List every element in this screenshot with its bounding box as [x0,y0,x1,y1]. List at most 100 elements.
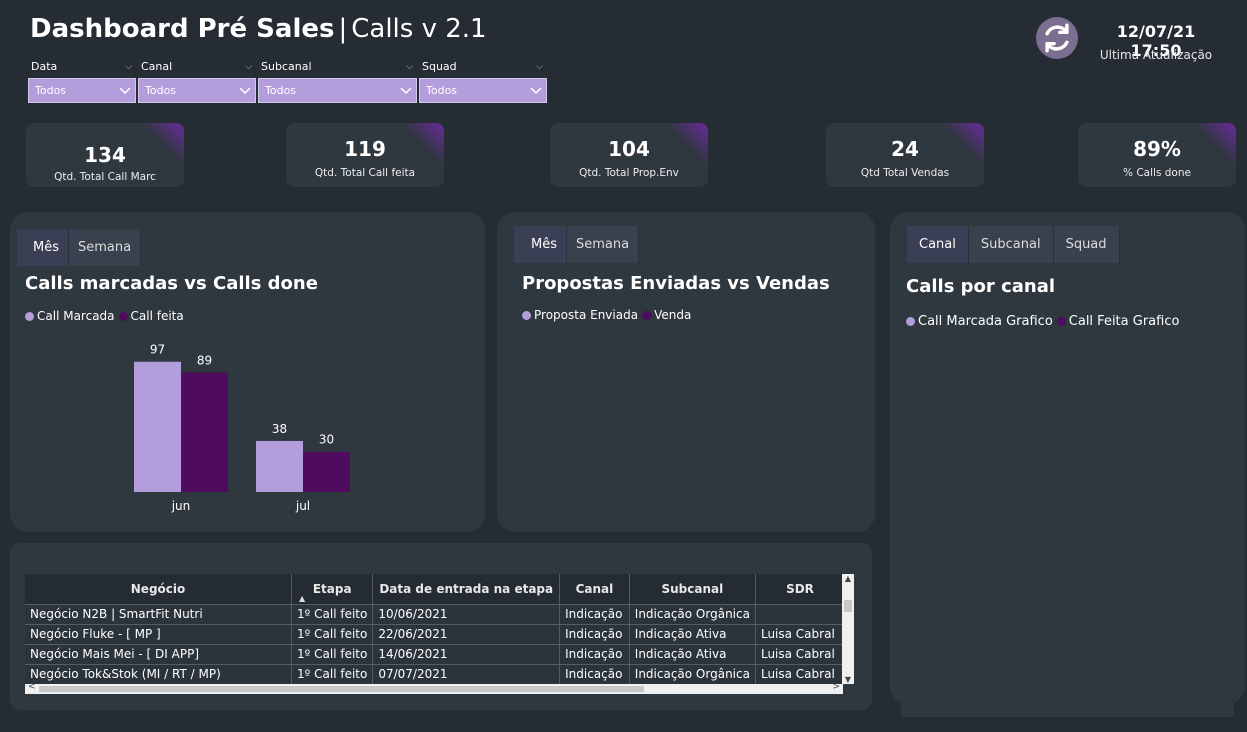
filter-subcanal-label: Subcanal [261,60,312,73]
filter-canal-value: Todos [145,84,177,97]
title-main: Dashboard Pré Sales [30,14,335,44]
tab-subcanal[interactable]: Subcanal [969,226,1054,263]
kpi-card-propostas: 104 Qtd. Total Prop.Env [550,123,708,187]
cell-subcanal: Indicação Orgânica [629,604,756,625]
scroll-down-icon[interactable]: ▼ [844,675,852,684]
bar-call-marcada [256,440,303,492]
cell-data: 14/06/2021 [372,644,561,665]
kpi-value: 89% [1133,137,1181,161]
cell-canal: Indicação [559,604,630,625]
table-row[interactable]: Negócio Fluke - [ MP ] 1º Call feito 22/… [25,624,845,645]
scroll-right-icon[interactable]: > [832,682,840,692]
chevron-down-icon[interactable]: ⌵ [245,62,252,72]
chevron-down-icon[interactable]: ⌵ [406,62,413,72]
chevron-down-icon[interactable]: ⌵ [125,62,132,72]
kpi-value: 24 [891,137,919,161]
cell-canal: Indicação [559,624,630,645]
sort-ascending-icon: ▲ [299,593,306,603]
table-horizontal-scrollbar[interactable]: < > [25,682,843,694]
cell-negocio: Negócio Tok&Stok (MI / RT / MP) [25,664,293,685]
x-tick-label: jun [171,499,191,513]
tab-mes[interactable]: Mês [514,226,567,263]
tab-squad[interactable]: Squad [1054,226,1120,263]
x-tick-label: jul [295,499,310,513]
bar-call-feita [303,451,350,492]
cell-data: 22/06/2021 [372,624,561,645]
kpi-value: 119 [344,137,386,161]
kpi-label: Qtd Total Vendas [860,167,950,179]
chart-card-propostas [497,212,875,532]
table-row[interactable]: Negócio Tok&Stok (MI / RT / MP) 1º Call … [25,664,845,685]
tab-semana[interactable]: Semana [567,226,640,263]
chart1-legend: Call Marcada Call feita [25,309,184,323]
legend-dot-light [522,310,531,320]
cell-sdr: Luisa Cabral [755,644,845,665]
filter-canal-select[interactable]: Todos [138,78,256,103]
cell-negocio: Negócio N2B | SmartFit Nutri [25,604,293,625]
chevron-down-icon [400,86,412,94]
legend-item: Proposta Enviada [534,308,639,322]
kpi-label: % Calls done [1123,167,1191,179]
legend-dot-dark [1056,317,1066,326]
bar-call-marcada [134,361,181,492]
scroll-up-icon[interactable]: ▲ [844,574,852,583]
legend-item: Venda [654,308,692,322]
last-update-datetime: 12/07/21 17:50 [1116,22,1196,60]
filter-subcanal-select[interactable]: Todos [258,78,417,103]
chart-card-canal [890,212,1245,704]
filter-subcanal-value: Todos [265,84,297,97]
kpi-card-calls-marcadas: 134 Qtd. Total Call Marc [26,123,184,187]
filter-data: Data ⌵ Todos [28,60,136,106]
col-etapa[interactable]: Etapa ▲ [291,574,374,605]
cell-subcanal: Indicação Orgânica [629,664,756,685]
filter-squad-label: Squad [422,60,457,73]
scroll-left-icon[interactable]: < [28,682,36,692]
filter-data-value: Todos [35,84,67,97]
kpi-card-vendas: 24 Qtd Total Vendas [826,123,984,187]
refresh-button[interactable] [1036,17,1078,59]
title-version: Calls v 2.1 [351,14,487,44]
legend-item: Call Marcada [37,309,115,323]
tab-mes[interactable]: Mês [17,229,69,266]
cell-data: 07/07/2021 [372,664,561,685]
table-row[interactable]: Negócio N2B | SmartFit Nutri 1º Call fei… [25,604,845,625]
col-subcanal[interactable]: Subcanal [629,574,756,605]
kpi-card-calls-feitas: 119 Qtd. Total Call feita [286,123,444,187]
tab-semana[interactable]: Semana [69,229,142,266]
title-separator: | [338,14,348,44]
cell-negocio: Negócio Mais Mei - [ DI APP] [25,644,293,665]
cell-sdr: Luisa Cabral [755,664,845,685]
col-negocio[interactable]: Negócio [25,574,293,605]
chevron-down-icon [119,86,131,94]
data-label: 38 [272,422,287,436]
scrollbar-thumb[interactable] [844,600,852,612]
cell-subcanal: Indicação Ativa [629,644,756,665]
cell-negocio: Negócio Fluke - [ MP ] [25,624,293,645]
filter-canal: Canal ⌵ Todos [138,60,256,106]
table-vertical-scrollbar[interactable]: ▲ ▼ [842,574,854,684]
col-etapa-label: Etapa [312,581,352,596]
scrollbar-thumb[interactable] [39,686,644,692]
col-data[interactable]: Data de entrada na etapa [372,574,561,605]
cell-etapa: 1º Call feito [291,664,374,685]
kpi-label: Qtd. Total Prop.Env [579,167,679,179]
refresh-icon [1045,23,1069,53]
tab-canal[interactable]: Canal [907,226,969,263]
col-sdr[interactable]: SDR [755,574,845,605]
chart3-title: Calls por canal [906,276,1056,297]
chevron-down-icon[interactable]: ⌵ [536,62,543,72]
chart2-legend: Proposta Enviada Venda [522,308,691,322]
filter-data-select[interactable]: Todos [28,78,136,103]
cell-canal: Indicação [559,644,630,665]
cell-etapa: 1º Call feito [291,604,374,625]
cell-etapa: 1º Call feito [291,624,374,645]
cell-sdr [755,604,845,625]
filter-squad-select[interactable]: Todos [419,78,547,103]
legend-dot-light [906,317,915,326]
kpi-value: 104 [608,137,650,161]
table-row[interactable]: Negócio Mais Mei - [ DI APP] 1º Call fei… [25,644,845,665]
legend-dot-dark [642,310,652,320]
page-title: Dashboard Pré Sales | Calls v 2.1 [30,14,487,44]
chevron-down-icon [239,86,251,94]
col-canal[interactable]: Canal [559,574,630,605]
